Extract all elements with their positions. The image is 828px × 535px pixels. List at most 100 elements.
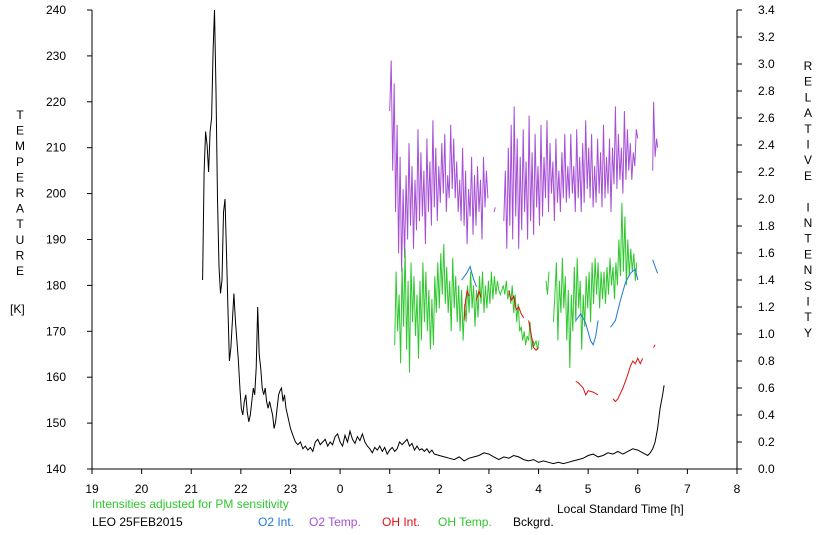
left-axis-letter: E	[16, 124, 24, 138]
right-axis-letter: A	[804, 106, 812, 120]
series-line	[610, 268, 639, 328]
x-tick-label: 6	[634, 482, 641, 496]
x-tick-label: 22	[234, 482, 248, 496]
right-tick-label: 2.0	[758, 192, 775, 206]
right-tick-label: 3.4	[758, 3, 775, 17]
series-layer	[202, 9, 665, 465]
legend-entry: O2 Int.	[258, 515, 294, 529]
left-tick-label: 200	[46, 187, 66, 201]
x-tick-label: 7	[684, 482, 691, 496]
series-line	[575, 380, 599, 396]
left-axis-letter: A	[16, 202, 24, 216]
legend: O2 Int. O2 Temp. OH Int. OH Temp. Bckgrd.	[258, 515, 554, 529]
axes-layer: 1401501601701801902002102202302400.00.20…	[46, 3, 775, 496]
legend-entry: OH Temp.	[438, 515, 492, 529]
left-axis-letter: T	[16, 217, 24, 231]
x-tick-label: 3	[486, 482, 493, 496]
series-o2-int	[461, 259, 659, 346]
right-axis-letter: L	[805, 90, 812, 104]
series-line	[493, 207, 496, 213]
left-tick-label: 140	[46, 462, 66, 476]
left-tick-label: 180	[46, 278, 66, 292]
left-axis-letter: R	[16, 248, 25, 262]
left-axis-letter: U	[16, 233, 25, 247]
right-tick-label: 3.2	[758, 30, 775, 44]
series-line	[652, 259, 659, 274]
right-axis-letter: T	[804, 310, 812, 324]
series-line	[528, 320, 539, 351]
right-axis-letter: N	[804, 216, 813, 230]
right-tick-label: 0.4	[758, 408, 775, 422]
left-tick-label: 170	[46, 324, 66, 338]
left-axis-letter: T	[16, 108, 24, 122]
right-axis-letter: Y	[804, 326, 812, 340]
x-tick-label: 8	[734, 482, 741, 496]
right-tick-label: 2.2	[758, 165, 775, 179]
right-tick-label: 2.8	[758, 84, 775, 98]
legend-entry: OH Int.	[382, 515, 420, 529]
series-line	[508, 290, 525, 319]
left-tick-label: 160	[46, 370, 66, 384]
left-axis-unit: [K]	[10, 302, 25, 316]
x-tick-label: 19	[85, 482, 99, 496]
left-axis-letter: P	[16, 155, 24, 169]
series-oh-temp	[394, 202, 638, 373]
right-tick-label: 1.0	[758, 327, 775, 341]
right-axis-letter: I	[806, 200, 809, 214]
x-tick-label: 1	[386, 482, 393, 496]
series-line	[545, 271, 550, 295]
x-tick-label: 2	[436, 482, 443, 496]
x-tick-label: 21	[185, 482, 199, 496]
series-line	[653, 344, 656, 348]
left-axis-letter: E	[16, 264, 24, 278]
legend-entry: O2 Temp.	[309, 515, 361, 529]
right-tick-label: 0.2	[758, 435, 775, 449]
x-tick-label: 4	[535, 482, 542, 496]
series-line	[552, 202, 638, 369]
right-tick-label: 1.4	[758, 273, 775, 287]
right-axis-letter: V	[804, 153, 812, 167]
series-line	[575, 312, 599, 346]
right-axis-letter: T	[804, 122, 812, 136]
right-tick-label: 1.6	[758, 246, 775, 260]
right-tick-label: 1.8	[758, 219, 775, 233]
right-axis-letter: E	[804, 247, 812, 261]
series-line	[202, 9, 665, 465]
series-o2-temp	[389, 60, 659, 272]
legend-entry: Bckgrd.	[513, 515, 554, 529]
left-tick-label: 230	[46, 49, 66, 63]
left-tick-label: 210	[46, 141, 66, 155]
right-axis-letter: I	[806, 138, 809, 152]
right-tick-label: 3.0	[758, 57, 775, 71]
right-tick-label: 1.2	[758, 300, 775, 314]
right-axis-letter: R	[804, 59, 813, 73]
right-tick-label: 0.0	[758, 462, 775, 476]
series-line	[389, 60, 489, 272]
right-tick-label: 0.6	[758, 381, 775, 395]
x-axis-label: Local Standard Time [h]	[557, 502, 684, 516]
series-line	[612, 357, 644, 403]
left-tick-label: 150	[46, 416, 66, 430]
right-tick-label: 2.4	[758, 138, 775, 152]
x-tick-label: 0	[337, 482, 344, 496]
series-bckgrd	[202, 9, 665, 465]
left-axis-letter: R	[16, 186, 25, 200]
series-line	[652, 101, 659, 171]
left-axis-letter: E	[16, 170, 24, 184]
series-line	[394, 244, 540, 373]
pm-sensitivity-note: Intensities adjusted for PM sensitivity	[92, 497, 289, 511]
left-tick-label: 190	[46, 233, 66, 247]
right-axis-letter: I	[806, 295, 809, 309]
series-line	[503, 106, 639, 249]
series-line	[463, 288, 470, 321]
x-tick-label: 23	[284, 482, 298, 496]
x-tick-label: 5	[585, 482, 592, 496]
x-tick-label: 20	[135, 482, 149, 496]
right-axis-letter: N	[804, 263, 813, 277]
right-tick-label: 0.8	[758, 354, 775, 368]
series-line	[476, 288, 482, 301]
